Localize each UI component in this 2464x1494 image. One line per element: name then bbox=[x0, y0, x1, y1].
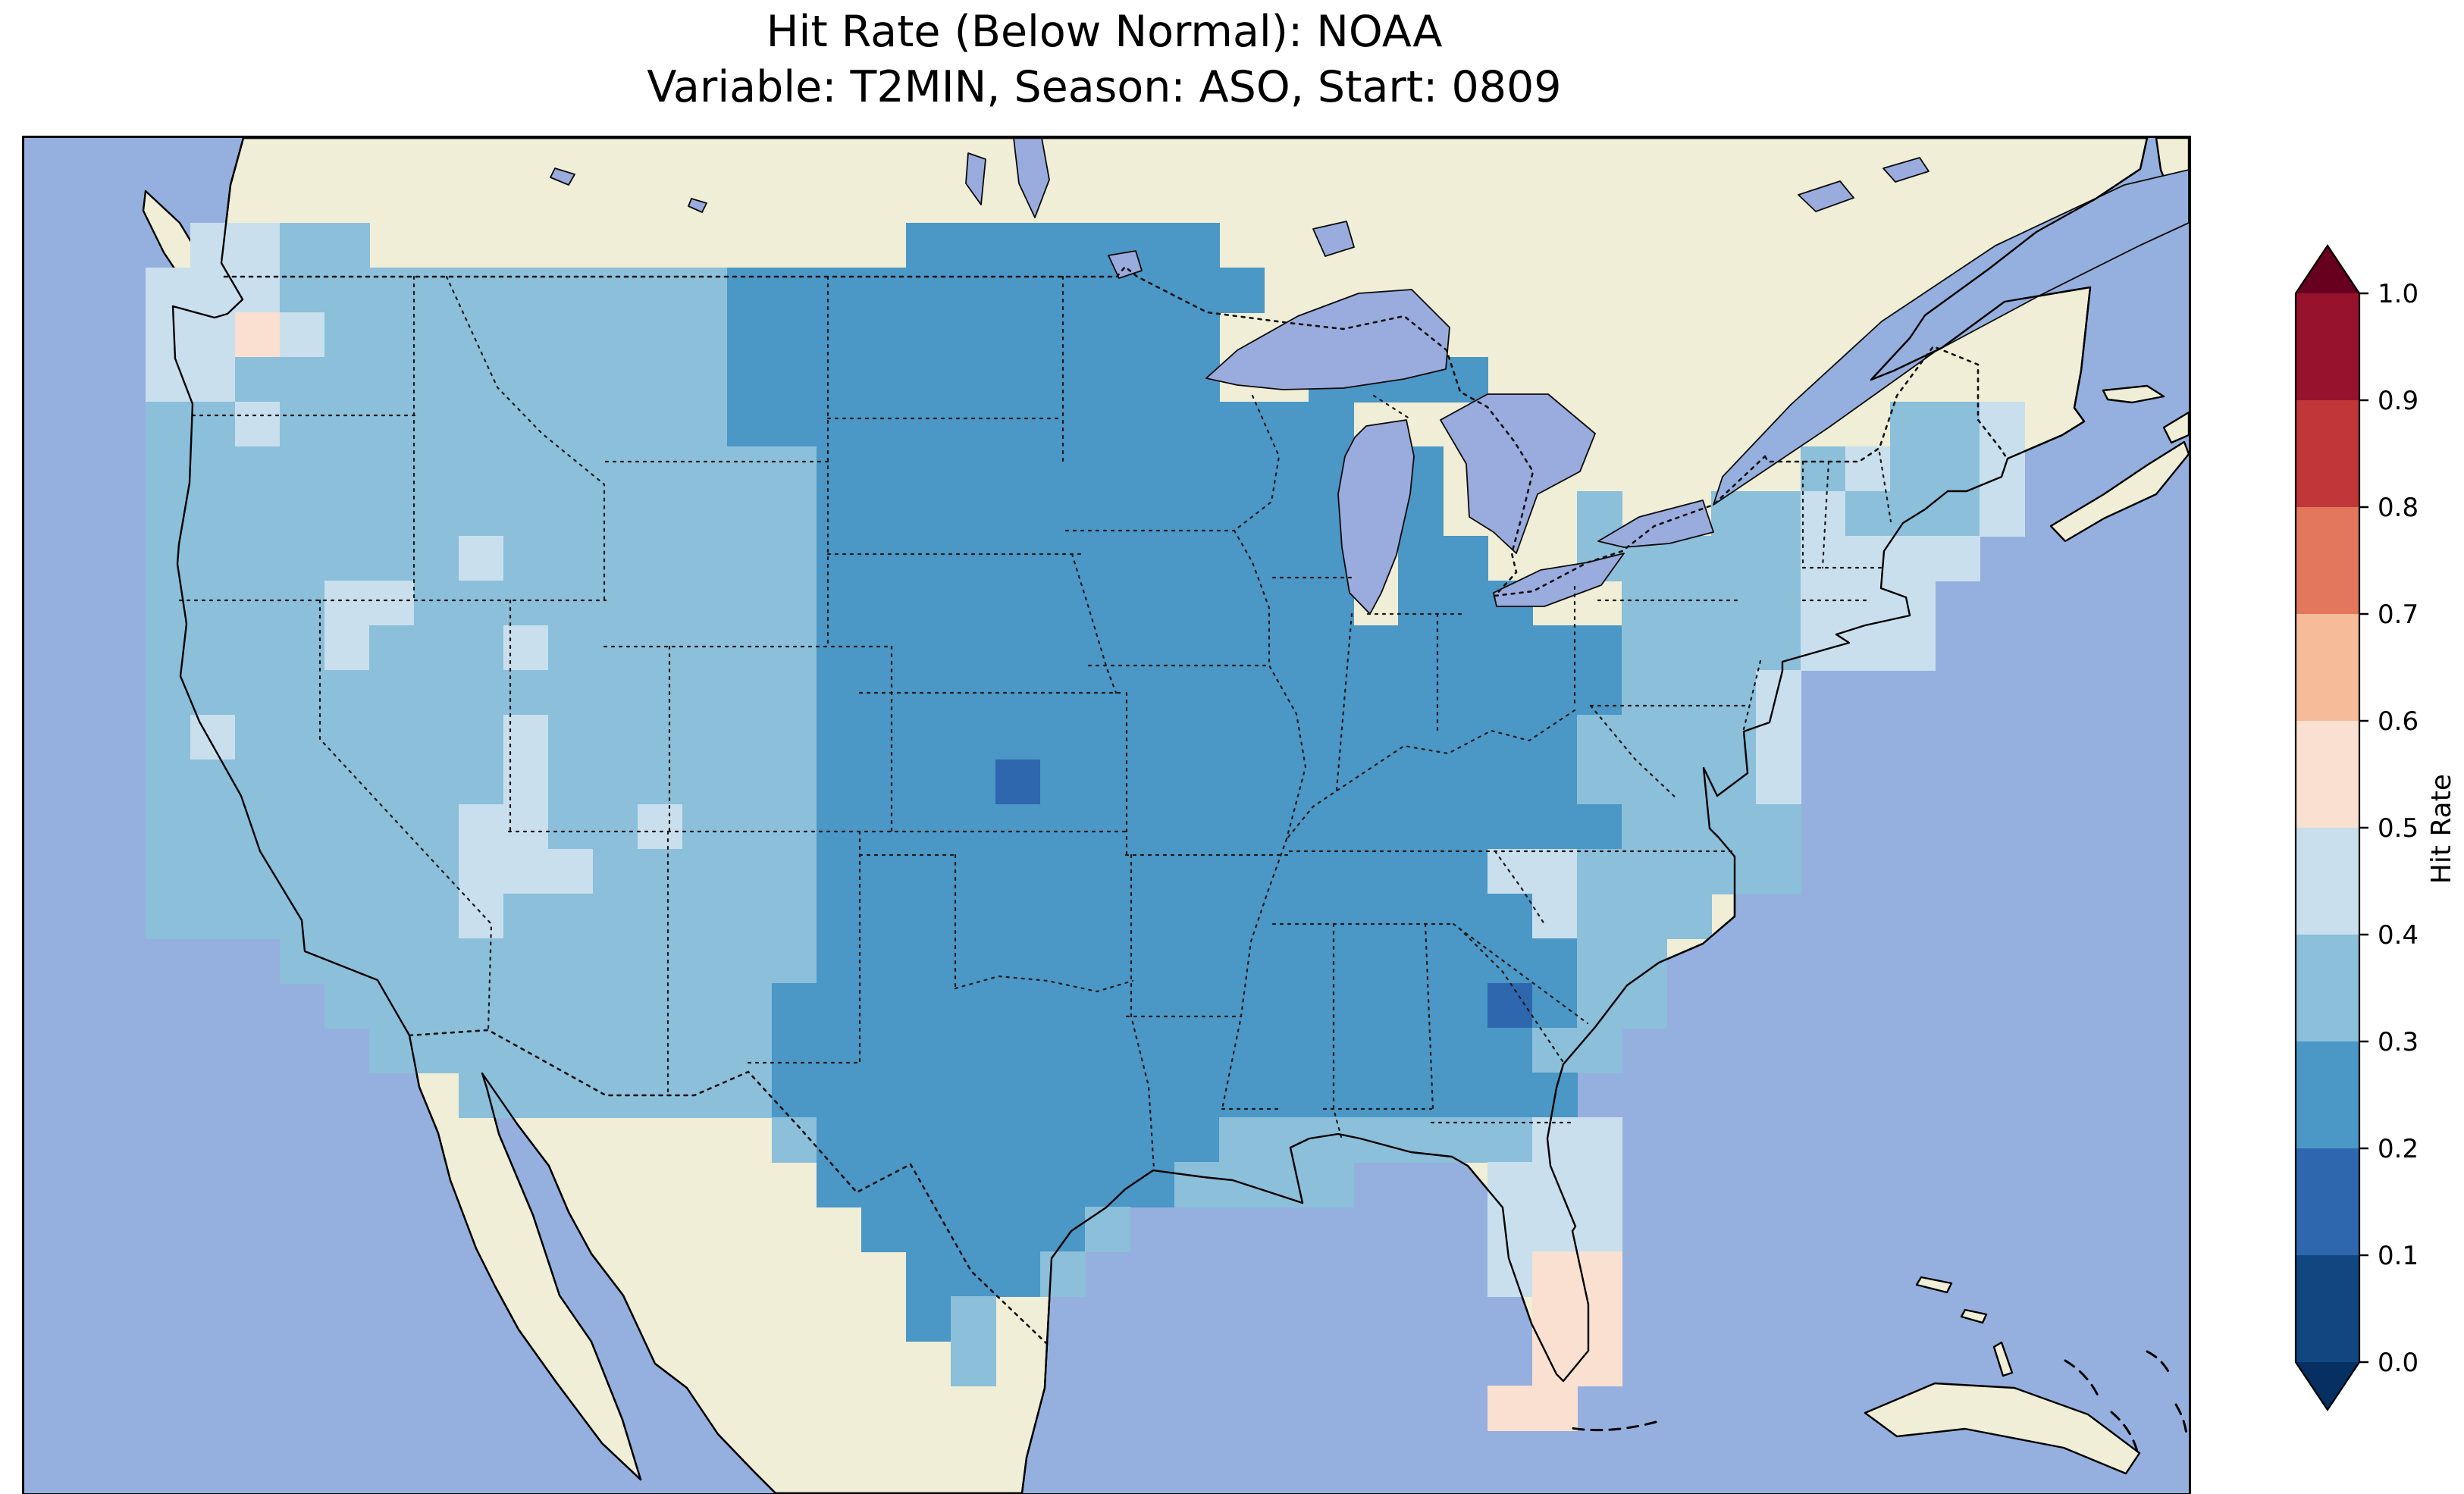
colorbar-canvas: 1.0 0.9 0.8 0.7 0.6 0.5 0.4 0.3 0.2 0.1 0.0 bbox=[2294, 244, 2419, 1411]
andros-island bbox=[1992, 1341, 2014, 1377]
prairie-lake-1 bbox=[550, 168, 575, 186]
lake-winnipeg bbox=[1013, 138, 1050, 218]
page-title: Hit Rate (Below Normal): NOAA Variable: … bbox=[22, 5, 2187, 115]
quebec-reservoir-2 bbox=[1882, 157, 1930, 183]
country-borders bbox=[223, 265, 2008, 1345]
lake-huron bbox=[1440, 393, 1596, 554]
svg-text:0.2: 0.2 bbox=[2378, 1134, 2419, 1164]
svg-text:0.0: 0.0 bbox=[2378, 1348, 2419, 1378]
svg-text:0.5: 0.5 bbox=[2378, 813, 2419, 844]
svg-text:0.3: 0.3 bbox=[2378, 1027, 2419, 1057]
svg-text:0.8: 0.8 bbox=[2378, 493, 2419, 523]
svg-text:1.0: 1.0 bbox=[2378, 279, 2419, 309]
nova-scotia bbox=[2049, 440, 2189, 543]
svg-text:0.6: 0.6 bbox=[2378, 706, 2419, 737]
lake-superior bbox=[1205, 289, 1450, 390]
lakes bbox=[550, 138, 1930, 615]
cuba bbox=[1864, 1382, 2141, 1475]
lake-of-the-woods bbox=[1108, 250, 1143, 279]
title-line-2: Variable: T2MIN, Season: ASO, Start: 080… bbox=[647, 61, 1562, 112]
lake-erie bbox=[1493, 553, 1625, 607]
colorbar-label: Hit Rate bbox=[2425, 774, 2457, 885]
cape-breton bbox=[2162, 411, 2189, 444]
prince-edward-island bbox=[2102, 384, 2165, 404]
lake-ontario bbox=[1597, 500, 1714, 548]
colorbar-ticks: 1.0 0.9 0.8 0.7 0.6 0.5 0.4 0.3 0.2 0.1 0.0 bbox=[2359, 279, 2419, 1378]
florida-keys bbox=[1569, 1420, 1657, 1432]
title-line-1: Hit Rate (Below Normal): NOAA bbox=[766, 7, 1443, 57]
island-chain-dashes bbox=[1569, 1350, 2188, 1453]
colorbar-segments bbox=[2296, 293, 2359, 1362]
svg-text:0.1: 0.1 bbox=[2378, 1241, 2419, 1271]
bahama-island-1 bbox=[1915, 1276, 1953, 1294]
svg-text:0.9: 0.9 bbox=[2378, 386, 2419, 416]
state-borders bbox=[178, 275, 1892, 1170]
prairie-lake-2 bbox=[688, 198, 707, 213]
colorbar-over-arrow bbox=[2296, 246, 2359, 293]
map-canvas bbox=[24, 138, 2189, 1493]
colorbar-label-wrap: Hit Rate bbox=[2422, 242, 2461, 1417]
colorbar: 1.0 0.9 0.8 0.7 0.6 0.5 0.4 0.3 0.2 0.1 0.0 bbox=[2288, 242, 2464, 1420]
svg-text:0.7: 0.7 bbox=[2378, 600, 2419, 630]
lake-nipigon bbox=[1312, 221, 1355, 257]
map-axes bbox=[22, 136, 2191, 1494]
quebec-reservoir-1 bbox=[1798, 180, 1854, 212]
svg-text:0.4: 0.4 bbox=[2378, 920, 2419, 951]
colorbar-under-arrow bbox=[2296, 1362, 2359, 1410]
lake-manitoba bbox=[965, 152, 986, 205]
bahama-island-2 bbox=[1960, 1308, 1988, 1324]
